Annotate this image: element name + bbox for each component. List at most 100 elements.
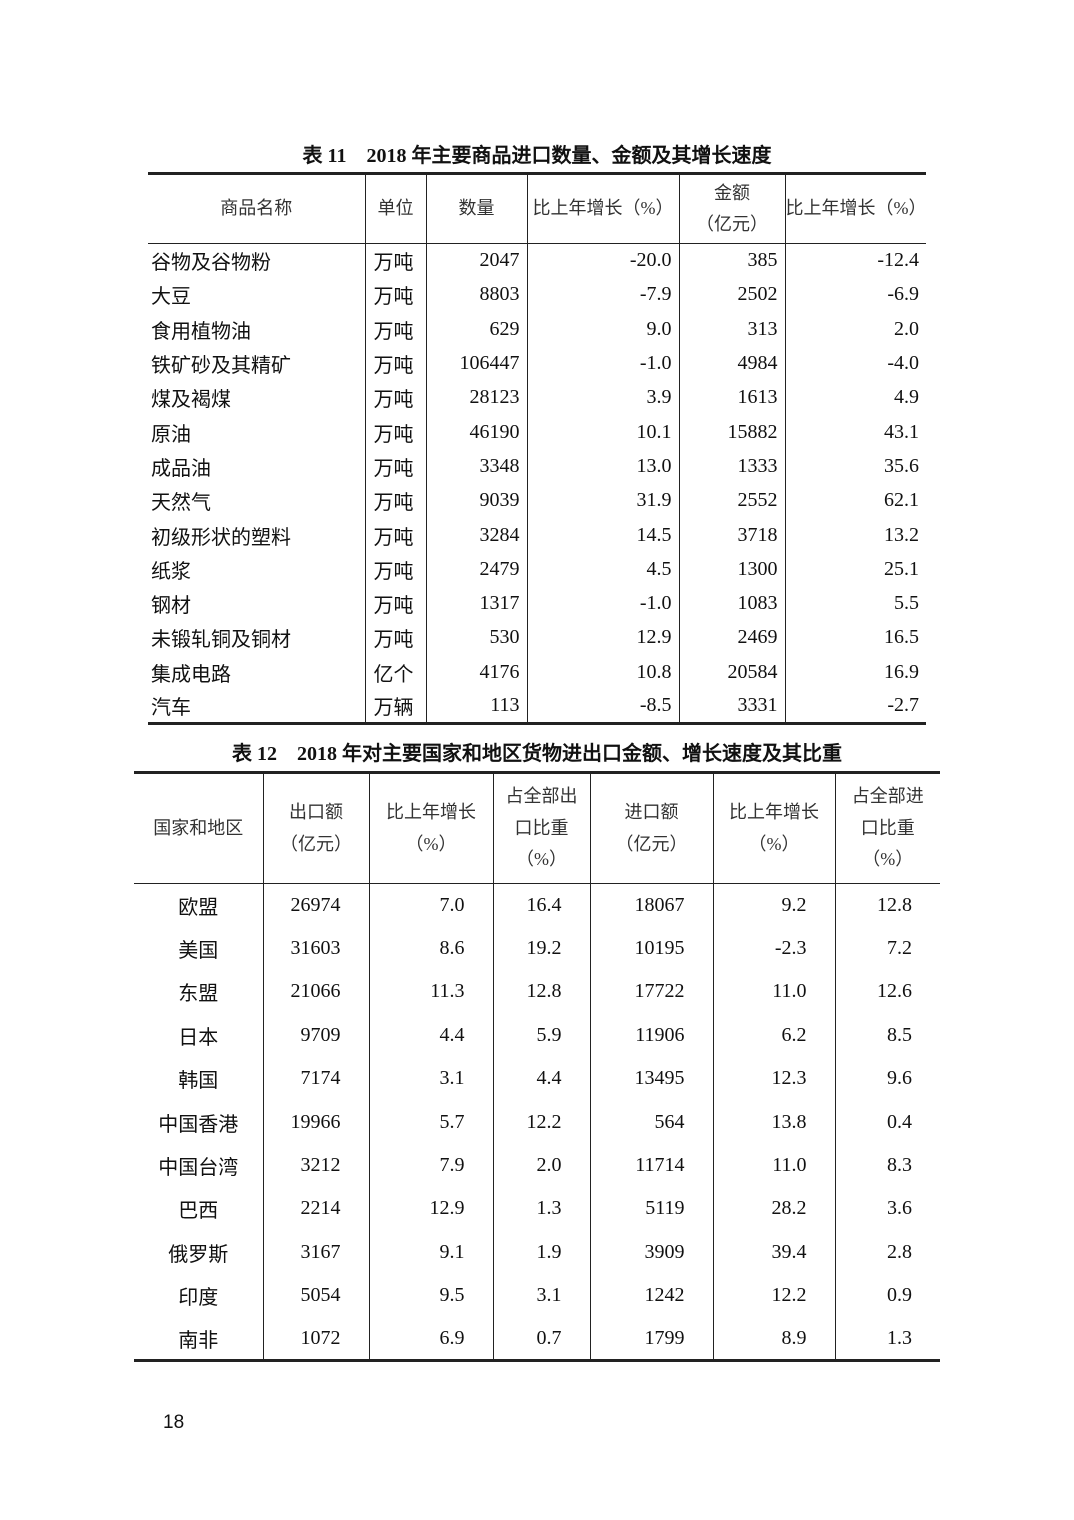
cell: 印度 bbox=[178, 1287, 219, 1310]
cell: 汽车 bbox=[151, 697, 191, 720]
header-text: （亿元） bbox=[696, 214, 768, 234]
cell: 9039 bbox=[425, 483, 527, 518]
header-text: 占全部出 bbox=[505, 786, 578, 807]
cell: 4984 bbox=[678, 346, 785, 381]
cell: 谷物及谷物粉 bbox=[151, 252, 271, 275]
cell: 9.6 bbox=[834, 1057, 940, 1101]
cell: 629 bbox=[425, 312, 527, 347]
cell: 10.8 bbox=[526, 655, 679, 690]
cell: 106447 bbox=[425, 346, 527, 381]
header-text: 口比重 bbox=[514, 817, 569, 838]
cell: 9.5 bbox=[368, 1274, 493, 1318]
header-text: （亿元） bbox=[615, 833, 688, 854]
cell: 2552 bbox=[678, 483, 785, 518]
cell: 8.5 bbox=[834, 1013, 940, 1058]
cell: 韩国 bbox=[178, 1070, 219, 1093]
header-text: 比上年增长（%） bbox=[532, 198, 674, 219]
cell: 4176 bbox=[425, 655, 527, 690]
cell: 530 bbox=[425, 620, 527, 656]
header-text: 比上年增长 bbox=[729, 802, 819, 822]
cell: 1613 bbox=[678, 380, 785, 415]
header-text: 数量 bbox=[458, 198, 495, 219]
data-row: 美国 31603 8.6 19.2 10195 -2.3 7.2 bbox=[134, 926, 940, 971]
cell: -2.3 bbox=[712, 926, 835, 971]
header-cell: 金额 （亿元） bbox=[678, 173, 785, 244]
data-row: 成品油 万吨 3348 13.0 1333 35.6 bbox=[148, 449, 926, 484]
cell: 万吨 bbox=[364, 620, 426, 656]
cell: 万吨 bbox=[364, 517, 426, 553]
cell: 1300 bbox=[678, 552, 785, 587]
header-text: （亿元） bbox=[280, 833, 352, 854]
cell: 12.2 bbox=[712, 1274, 835, 1318]
header-cell: 比上年增长（%） bbox=[526, 173, 679, 244]
cell: 26974 bbox=[262, 883, 369, 927]
cell: 南非 bbox=[178, 1329, 219, 1352]
data-row: 中国台湾 3212 7.9 2.0 11714 11.0 8.3 bbox=[134, 1143, 940, 1188]
cell: 1072 bbox=[262, 1317, 369, 1361]
cell: 食用植物油 bbox=[151, 320, 251, 343]
cell: 1.9 bbox=[492, 1230, 590, 1275]
cell: 9.2 bbox=[712, 883, 835, 927]
cell: 5.5 bbox=[784, 586, 926, 621]
cell: 美国 bbox=[178, 940, 219, 963]
data-row: 大豆 万吨 8803 -7.9 2502 -6.9 bbox=[148, 277, 926, 313]
cell: 3718 bbox=[678, 517, 785, 553]
header-text: 口比重 bbox=[860, 817, 915, 838]
cell: 万吨 bbox=[364, 277, 426, 313]
cell: 1317 bbox=[425, 586, 527, 621]
cell: 9.0 bbox=[526, 312, 679, 347]
cell: 20584 bbox=[678, 655, 785, 690]
cell: 11.0 bbox=[712, 1143, 835, 1188]
cell: 中国香港 bbox=[158, 1113, 239, 1136]
cell: 万吨 bbox=[364, 414, 426, 450]
cell: 7.0 bbox=[368, 883, 493, 927]
header-text: （%） bbox=[862, 849, 914, 870]
cell: 4.4 bbox=[492, 1057, 590, 1101]
cell: 11906 bbox=[589, 1013, 713, 1058]
cell: 12.3 bbox=[712, 1057, 835, 1101]
header-text: 商品名称 bbox=[220, 198, 293, 219]
cell: 3909 bbox=[589, 1230, 713, 1275]
data-row: 初级形状的塑料 万吨 3284 14.5 3718 13.2 bbox=[148, 517, 926, 553]
cell: 2047 bbox=[425, 243, 527, 278]
cell: 13495 bbox=[589, 1057, 713, 1101]
cell: 4.9 bbox=[784, 380, 926, 415]
cell: 5.9 bbox=[492, 1013, 590, 1058]
cell: 2469 bbox=[678, 620, 785, 656]
cell: 日本 bbox=[178, 1026, 219, 1049]
header-text: （%） bbox=[516, 849, 567, 870]
header-cell: 比上年增长（%） bbox=[784, 173, 927, 244]
cell: -7.9 bbox=[526, 277, 679, 313]
header-text: 比上年增长 bbox=[386, 802, 476, 822]
data-row: 东盟 21066 11.3 12.8 17722 11.0 12.6 bbox=[134, 970, 940, 1014]
cell: 12.8 bbox=[834, 883, 940, 927]
table-title: 表 11 2018 年主要商品进口数量、金额及其增长速度 bbox=[302, 145, 772, 167]
cell: 3.9 bbox=[526, 380, 679, 415]
cell: 初级形状的塑料 bbox=[151, 526, 291, 549]
cell: 25.1 bbox=[784, 552, 926, 587]
data-row: 未锻轧铜及铜材 万吨 530 12.9 2469 16.5 bbox=[148, 620, 926, 656]
import-table: 商品名称 单位 数量 比上年增长（%） 金额 （亿元） 比上年增长（%） 谷物及谷物粉 万吨 20… bbox=[148, 172, 927, 726]
cell: 3331 bbox=[678, 689, 785, 724]
header-text: 单位 bbox=[377, 198, 414, 219]
data-row: 韩国 7174 3.1 4.4 13495 12.3 9.6 bbox=[134, 1057, 940, 1101]
cell: 28123 bbox=[425, 380, 527, 415]
cell: 313 bbox=[678, 312, 785, 347]
cell: 万吨 bbox=[364, 380, 426, 415]
cell: 纸浆 bbox=[151, 560, 191, 583]
cell: 成品油 bbox=[151, 457, 211, 480]
cell: 中国台湾 bbox=[158, 1157, 239, 1180]
cell: 4.5 bbox=[526, 552, 679, 587]
cell: 煤及褐煤 bbox=[151, 389, 231, 412]
cell: 大豆 bbox=[151, 286, 191, 309]
cell: 万辆 bbox=[364, 689, 426, 724]
cell: 0.9 bbox=[834, 1274, 940, 1318]
cell: 13.8 bbox=[712, 1100, 835, 1144]
cell: 2.0 bbox=[784, 312, 926, 347]
cell: 万吨 bbox=[364, 586, 426, 621]
cell: 28.2 bbox=[712, 1187, 835, 1231]
cell: 11714 bbox=[589, 1143, 713, 1188]
cell: 3.1 bbox=[492, 1274, 590, 1318]
cell: -1.0 bbox=[526, 346, 679, 381]
cell: 113 bbox=[425, 689, 527, 724]
